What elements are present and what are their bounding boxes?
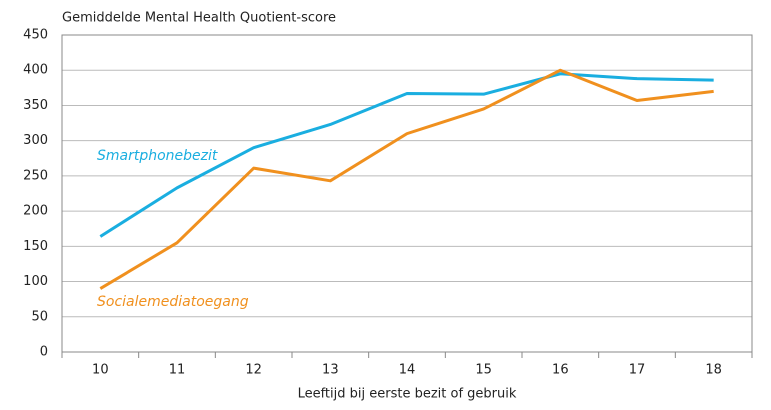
y-tick-label: 450: [23, 28, 48, 43]
y-tick-label: 300: [23, 133, 48, 148]
x-tick-label: 13: [322, 363, 339, 378]
y-tick-label: 400: [23, 63, 48, 78]
x-tick-label: 12: [245, 363, 262, 378]
x-axis-label: Leeftijd bij eerste bezit of gebruik: [298, 387, 517, 402]
y-tick-label: 100: [23, 274, 48, 289]
x-tick-label: 10: [92, 363, 109, 378]
y-tick-label: 0: [40, 345, 48, 360]
y-tick-label: 150: [23, 239, 48, 254]
x-tick-label: 16: [552, 363, 569, 378]
x-tick-label: 15: [475, 363, 492, 378]
x-tick-label: 14: [399, 363, 416, 378]
x-tick-label: 17: [629, 363, 646, 378]
y-tick-label: 50: [31, 309, 48, 324]
y-tick-label: 350: [23, 98, 48, 113]
y-tick-label: 200: [23, 204, 48, 219]
series-label: Smartphonebezit: [97, 148, 218, 164]
x-tick-label: 11: [169, 363, 186, 378]
chart-title: Gemiddelde Mental Health Quotient-score: [62, 11, 336, 26]
series-line: [99, 72, 714, 238]
series-line: [99, 68, 714, 290]
series-label: Socialemediatoegang: [97, 294, 249, 310]
plot-frame: [61, 34, 753, 353]
y-tick-label: 250: [23, 168, 48, 183]
x-tick-label: 18: [705, 363, 722, 378]
